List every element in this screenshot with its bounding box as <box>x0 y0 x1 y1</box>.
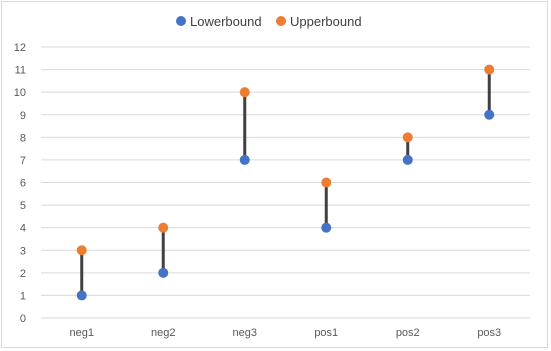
point-upperbound-neg1 <box>76 245 87 256</box>
x-tick-label-pos2: pos2 <box>396 327 420 339</box>
y-tick-label-0: 0 <box>20 313 26 325</box>
y-tick-label-1: 1 <box>20 290 26 302</box>
y-tick-label-4: 4 <box>20 223 26 235</box>
y-tick-label-7: 7 <box>20 155 26 167</box>
point-upperbound-pos3 <box>484 64 495 75</box>
y-tick-label-3: 3 <box>20 245 26 257</box>
x-tick-label-neg2: neg2 <box>151 327 175 339</box>
point-lowerbound-neg3 <box>239 154 250 165</box>
legend-marker-upperbound <box>276 16 286 26</box>
legend-item-lowerbound: Lowerbound <box>176 14 262 29</box>
legend-marker-lowerbound <box>176 16 186 26</box>
x-axis-tick-labels: neg1 neg2 neg3 pos1 pos2 pos3 <box>70 327 502 339</box>
gridlines <box>41 46 530 319</box>
y-tick-label-2: 2 <box>20 268 26 280</box>
x-tick-label-neg1: neg1 <box>70 327 94 339</box>
point-lowerbound-neg1 <box>76 290 87 301</box>
legend: Lowerbound Upperbound <box>176 14 362 29</box>
point-upperbound-neg3 <box>239 87 250 98</box>
data-points <box>76 64 495 301</box>
y-tick-label-8: 8 <box>20 132 26 144</box>
point-upperbound-neg2 <box>158 222 169 233</box>
y-tick-label-10: 10 <box>14 87 26 99</box>
point-lowerbound-pos2 <box>402 154 413 165</box>
legend-label-upperbound: Upperbound <box>290 14 362 29</box>
x-tick-label-neg3: neg3 <box>233 327 257 339</box>
y-tick-label-9: 9 <box>20 110 26 122</box>
x-tick-label-pos3: pos3 <box>477 327 501 339</box>
y-tick-label-12: 12 <box>14 42 26 54</box>
point-lowerbound-pos3 <box>484 109 495 120</box>
point-upperbound-pos2 <box>402 132 413 143</box>
point-lowerbound-neg2 <box>158 267 169 278</box>
y-tick-label-5: 5 <box>20 200 26 212</box>
legend-item-upperbound: Upperbound <box>276 14 362 29</box>
y-tick-label-6: 6 <box>20 178 26 190</box>
point-lowerbound-pos1 <box>321 222 332 233</box>
legend-label-lowerbound: Lowerbound <box>190 14 262 29</box>
x-tick-label-pos1: pos1 <box>314 327 338 339</box>
point-upperbound-pos1 <box>321 177 332 188</box>
y-tick-label-11: 11 <box>15 65 26 77</box>
